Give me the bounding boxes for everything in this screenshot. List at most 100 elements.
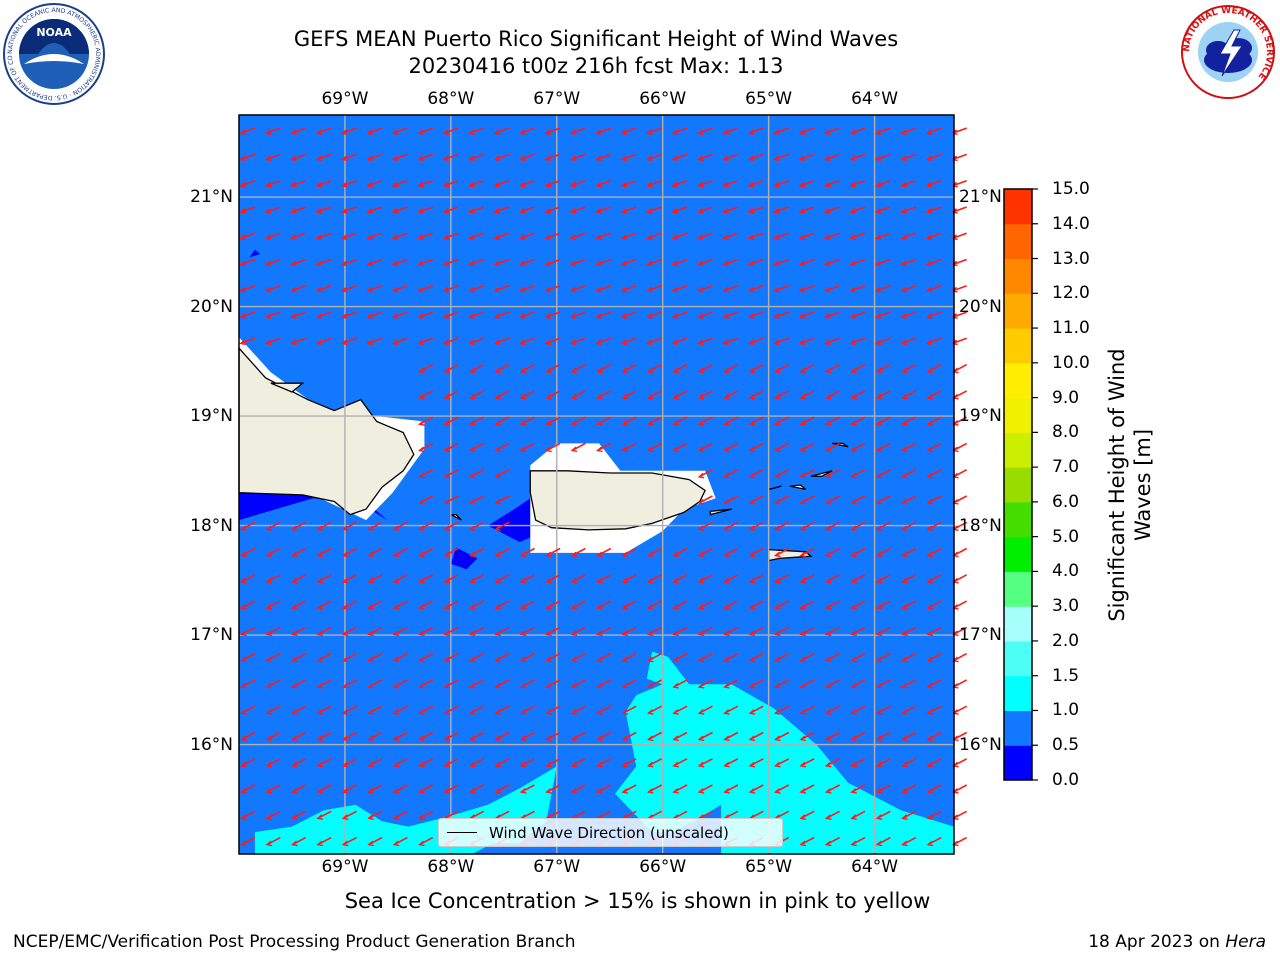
wave-arrow-head	[417, 155, 424, 162]
wave-arrow-head	[645, 129, 653, 135]
colorbar-segment	[1004, 189, 1032, 225]
wave-arrow-head	[875, 525, 883, 531]
wave-arrow-head	[240, 551, 247, 558]
chart-subtitle: 20230416 t00z 216h fcst Max: 1.13	[408, 54, 784, 78]
wave-arrow-head	[798, 155, 806, 162]
wave-arrow-head	[722, 286, 729, 293]
wave-arrow-head	[850, 709, 857, 715]
wave-arrow-head	[442, 339, 450, 346]
lat-tick-label: 21°N	[959, 187, 1002, 208]
wave-arrow	[799, 258, 815, 266]
wave-arrow	[647, 232, 662, 240]
wave-arrow-head	[544, 286, 552, 293]
wave-arrow-head	[595, 155, 602, 162]
wave-arrow	[342, 127, 357, 135]
wave-arrow-head	[850, 367, 857, 374]
wave-arrow	[571, 285, 586, 292]
wave-arrow-head	[468, 155, 475, 162]
wave-arrow-head	[391, 260, 399, 267]
wave-arrow-head	[875, 630, 883, 637]
wave-arrow-head	[850, 656, 857, 663]
wave-arrow-head	[569, 208, 577, 214]
wave-arrow-head	[316, 682, 324, 689]
wave-arrow	[393, 179, 408, 187]
lat-tick-label: 18°N	[959, 515, 1002, 536]
wave-arrow-head	[646, 604, 654, 610]
wave-arrow-head	[849, 208, 857, 214]
colorbar-segment	[1004, 328, 1032, 364]
wave-arrow-head	[926, 472, 934, 479]
wave-arrow	[672, 153, 688, 161]
wave-arrow-head	[595, 313, 602, 319]
wave-arrow	[698, 337, 713, 345]
wave-arrow-head	[723, 656, 730, 663]
wave-arrow-head	[417, 208, 424, 214]
wave-arrow-head	[493, 339, 501, 346]
wave-arrow-head	[391, 181, 399, 188]
wave-arrow-head	[418, 472, 425, 479]
wave-arrow-head	[645, 181, 653, 188]
wave-arrow-head	[672, 788, 679, 794]
wave-arrow-head	[697, 709, 705, 715]
wave-arrow-head	[901, 735, 908, 742]
wave-arrow-head	[723, 472, 730, 479]
wave-arrow-head	[442, 155, 450, 162]
colorbar-tick-label: 0.5	[1052, 735, 1080, 756]
wave-arrow-head	[951, 313, 958, 319]
wave-arrow-head	[340, 234, 348, 241]
wave-arrow-head	[620, 129, 628, 135]
wave-arrow-head	[494, 525, 502, 531]
wave-arrow	[850, 232, 866, 240]
wave-arrow-head	[340, 313, 348, 319]
wave-arrow-head	[850, 604, 857, 610]
wave-arrow-head	[391, 339, 399, 346]
wave-arrow-head	[239, 208, 246, 214]
wave-arrow-head	[443, 709, 451, 715]
wave-arrow-head	[494, 393, 502, 400]
wave-arrow-head	[672, 682, 679, 689]
wave-arrow-head	[620, 208, 628, 214]
wave-arrow-head	[620, 286, 628, 293]
wave-arrow	[621, 206, 637, 213]
wave-arrow-head	[596, 656, 603, 663]
wave-arrow-head	[341, 814, 349, 820]
wave-arrow-head	[646, 551, 654, 558]
colorbar-segment	[1004, 675, 1032, 711]
wave-arrow-head	[240, 840, 247, 847]
wave-arrow	[418, 206, 434, 213]
wave-arrow-head	[468, 367, 476, 374]
wave-arrow	[291, 206, 306, 213]
wave-arrow-head	[290, 709, 298, 715]
wave-arrow	[367, 311, 383, 318]
wave-arrow	[571, 153, 586, 161]
wave-arrow-head	[799, 472, 807, 479]
wave-arrow	[265, 206, 281, 213]
colorbar-tick-label: 8.0	[1052, 422, 1080, 443]
wave-arrow	[672, 232, 688, 240]
wave-arrow	[825, 337, 840, 345]
wave-arrow-head	[773, 682, 781, 689]
wave-arrow	[393, 232, 408, 240]
wave-arrow	[291, 232, 306, 240]
wave-arrow	[698, 285, 713, 292]
wave-arrow-head	[901, 630, 908, 637]
wave-arrow-head	[697, 367, 705, 374]
wave-arrow-head	[596, 551, 603, 558]
wave-arrow-head	[926, 604, 934, 610]
wave-arrow-head	[850, 577, 857, 584]
wave-arrow-head	[823, 313, 831, 319]
wave-arrow	[799, 337, 815, 345]
lon-tick-label: 68°W	[427, 89, 475, 109]
wave-arrow	[316, 285, 332, 292]
wave-arrow	[291, 337, 306, 345]
land-area	[810, 470, 833, 477]
wave-arrow-head	[519, 682, 527, 689]
wave-arrow	[545, 127, 561, 135]
wave-arrow-head	[240, 814, 247, 820]
wave-arrow-head	[697, 472, 705, 479]
wave-arrow-head	[468, 393, 476, 400]
wave-arrow-head	[849, 155, 857, 162]
wave-arrow-head	[570, 367, 578, 374]
wave-arrow-head	[696, 260, 704, 267]
wave-arrow	[342, 232, 357, 240]
